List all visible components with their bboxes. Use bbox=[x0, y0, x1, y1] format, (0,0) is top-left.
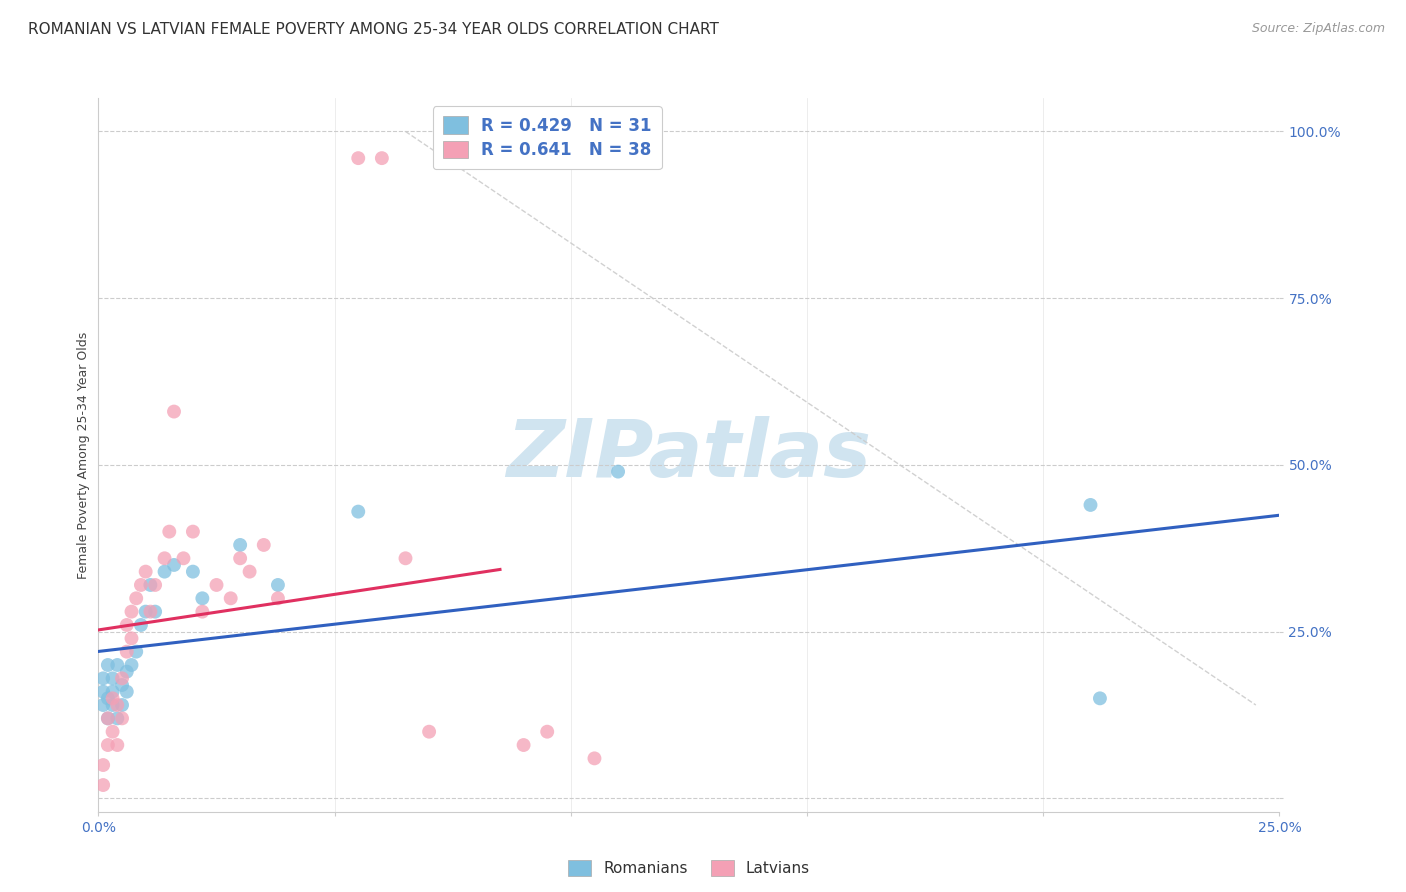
Point bbox=[105, 711, 128, 725]
Point bbox=[157, 524, 180, 539]
Point bbox=[135, 565, 157, 579]
Point bbox=[111, 711, 134, 725]
Point bbox=[97, 738, 120, 752]
Point bbox=[121, 658, 143, 673]
Point bbox=[181, 524, 204, 539]
Point bbox=[91, 778, 114, 792]
Point bbox=[267, 591, 290, 606]
Point bbox=[121, 632, 143, 646]
Point bbox=[129, 578, 152, 592]
Point bbox=[347, 151, 370, 165]
Point bbox=[536, 724, 558, 739]
Text: Source: ZipAtlas.com: Source: ZipAtlas.com bbox=[1251, 22, 1385, 36]
Point bbox=[347, 505, 370, 519]
Point bbox=[172, 551, 194, 566]
Point bbox=[125, 645, 148, 659]
Point bbox=[1080, 498, 1102, 512]
Point bbox=[191, 605, 214, 619]
Point bbox=[121, 605, 143, 619]
Point bbox=[91, 698, 114, 712]
Point bbox=[97, 658, 120, 673]
Point bbox=[115, 665, 138, 679]
Point bbox=[115, 684, 138, 698]
Point bbox=[139, 605, 162, 619]
Point bbox=[191, 591, 214, 606]
Point bbox=[239, 565, 262, 579]
Point bbox=[97, 691, 120, 706]
Point bbox=[101, 684, 124, 698]
Point bbox=[101, 698, 124, 712]
Point bbox=[115, 618, 138, 632]
Text: ZIPatlas: ZIPatlas bbox=[506, 416, 872, 494]
Y-axis label: Female Poverty Among 25-34 Year Olds: Female Poverty Among 25-34 Year Olds bbox=[77, 331, 90, 579]
Point bbox=[583, 751, 606, 765]
Point bbox=[512, 738, 534, 752]
Point bbox=[135, 605, 157, 619]
Point bbox=[111, 698, 134, 712]
Point bbox=[607, 465, 630, 479]
Point bbox=[371, 151, 394, 165]
Point bbox=[1088, 691, 1111, 706]
Point bbox=[105, 658, 128, 673]
Point bbox=[129, 618, 152, 632]
Point bbox=[111, 671, 134, 685]
Point bbox=[205, 578, 228, 592]
Point bbox=[163, 558, 186, 572]
Point bbox=[253, 538, 276, 552]
Point bbox=[143, 605, 166, 619]
Point bbox=[163, 404, 186, 418]
Point bbox=[105, 738, 128, 752]
Point bbox=[394, 551, 416, 566]
Point bbox=[97, 711, 120, 725]
Point bbox=[105, 698, 128, 712]
Point bbox=[219, 591, 242, 606]
Point bbox=[139, 578, 162, 592]
Point bbox=[267, 578, 290, 592]
Point bbox=[91, 758, 114, 772]
Point bbox=[153, 551, 176, 566]
Text: ROMANIAN VS LATVIAN FEMALE POVERTY AMONG 25-34 YEAR OLDS CORRELATION CHART: ROMANIAN VS LATVIAN FEMALE POVERTY AMONG… bbox=[28, 22, 718, 37]
Point bbox=[125, 591, 148, 606]
Legend: Romanians, Latvians: Romanians, Latvians bbox=[562, 855, 815, 882]
Point bbox=[229, 551, 252, 566]
Point bbox=[91, 684, 114, 698]
Point bbox=[101, 691, 124, 706]
Point bbox=[229, 538, 252, 552]
Point bbox=[181, 565, 204, 579]
Point bbox=[418, 724, 440, 739]
Point bbox=[91, 671, 114, 685]
Point bbox=[101, 671, 124, 685]
Point bbox=[115, 645, 138, 659]
Point bbox=[153, 565, 176, 579]
Point bbox=[97, 711, 120, 725]
Point bbox=[111, 678, 134, 692]
Point bbox=[143, 578, 166, 592]
Point bbox=[101, 724, 124, 739]
